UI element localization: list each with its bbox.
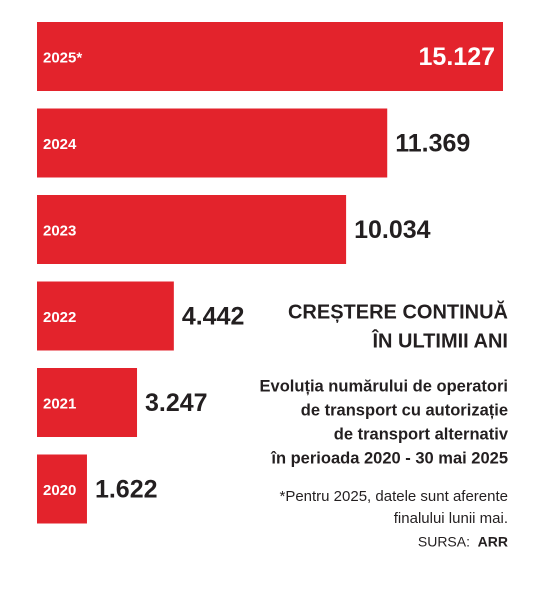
- value-label: 10.034: [354, 216, 431, 244]
- value-label: 4.442: [182, 303, 245, 331]
- value-label: 3.247: [145, 389, 208, 417]
- chart-subtitle: de transport alternativ: [334, 425, 509, 443]
- chart-subtitle: în perioada 2020 - 30 mai 2025: [270, 449, 508, 467]
- source-label: SURSA:: [418, 534, 470, 550]
- bar: [37, 108, 388, 178]
- chart-title: CREȘTERE CONTINUĂ: [288, 300, 508, 323]
- chart-subtitle: de transport cu autorizație: [301, 401, 508, 419]
- category-label: 2020: [43, 482, 76, 499]
- value-label: 11.369: [395, 130, 470, 158]
- chart-subtitle: Evoluția numărului de operatori: [260, 377, 508, 395]
- category-label: 2021: [43, 395, 76, 412]
- category-label: 2023: [43, 222, 76, 239]
- bar: [37, 368, 138, 437]
- footnote: *Pentru 2025, datele sunt aferente: [279, 488, 508, 505]
- value-label: 1.622: [95, 476, 158, 504]
- bar: [37, 22, 503, 91]
- bar: [37, 281, 174, 351]
- value-label: 15.127: [419, 43, 495, 71]
- bar: [37, 195, 347, 264]
- category-label: 2024: [43, 136, 77, 153]
- source: ARR: [478, 534, 508, 550]
- footnote: finalului lunii mai.: [394, 510, 508, 527]
- category-label: 2025*: [43, 49, 82, 66]
- bar: [37, 454, 87, 524]
- category-label: 2022: [43, 309, 76, 326]
- chart-title: ÎN ULTIMII ANI: [371, 328, 508, 352]
